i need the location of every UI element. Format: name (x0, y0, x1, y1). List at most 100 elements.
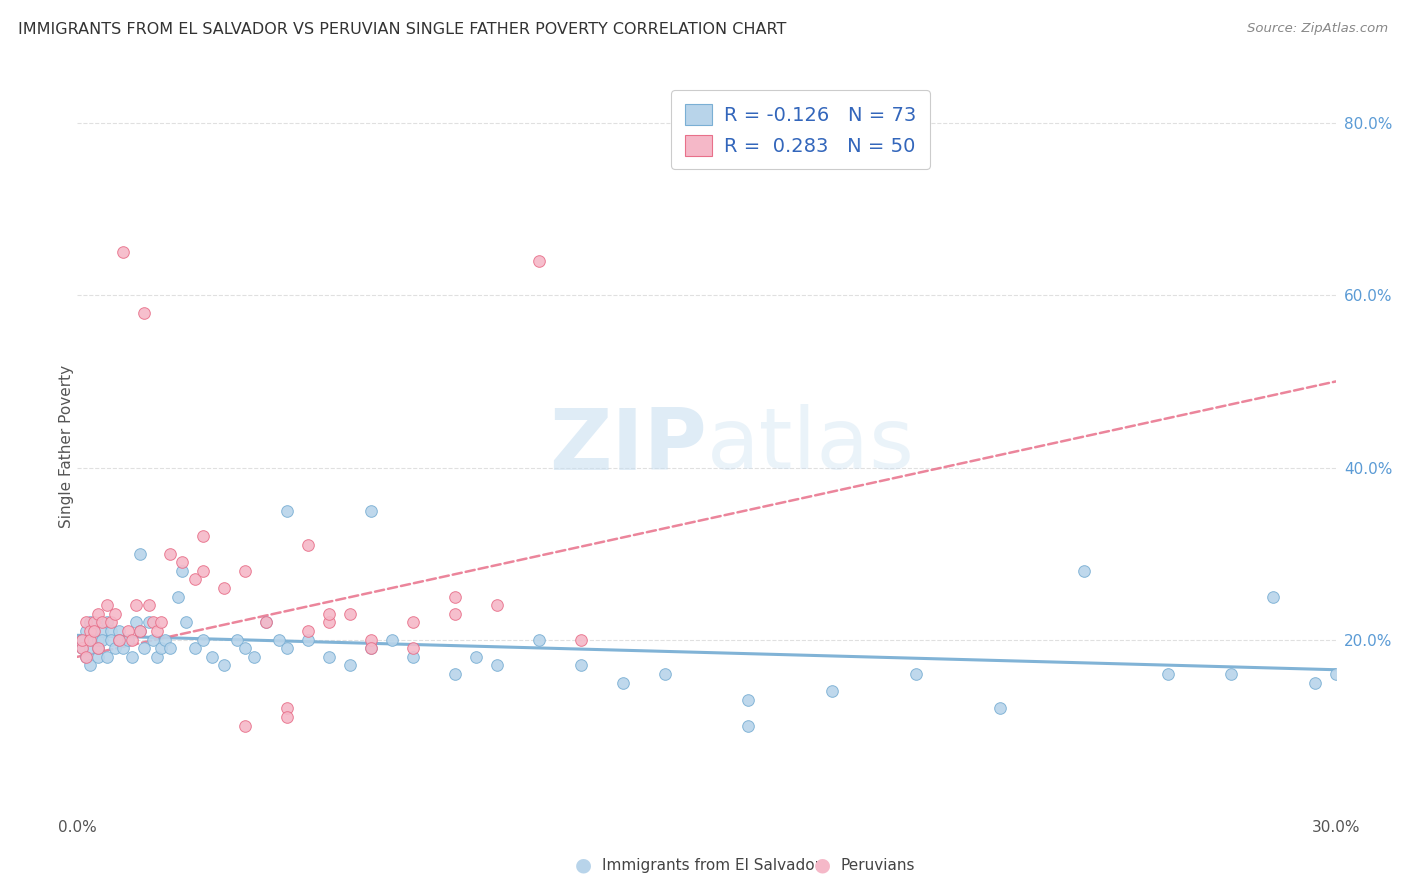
Point (527, 254, 550, 268)
Point (70, 641, 93, 656)
Point (134, 641, 156, 656)
Point (117, 624, 139, 638)
Point (96, 615, 118, 630)
Point (176, 615, 198, 630)
Point (1157, 667, 1180, 681)
Point (159, 547, 181, 561)
Point (104, 607, 127, 621)
Point (91, 632, 114, 647)
Point (87, 607, 110, 621)
Point (100, 624, 122, 638)
Point (70, 641, 93, 656)
Point (905, 667, 928, 681)
Point (83, 624, 105, 638)
Point (318, 607, 340, 621)
Point (381, 632, 404, 647)
Point (527, 632, 550, 647)
Point (121, 632, 143, 647)
Point (821, 684, 844, 698)
Point (112, 245, 135, 260)
Point (318, 615, 340, 630)
Point (200, 649, 222, 664)
Point (402, 649, 425, 664)
Point (485, 598, 508, 612)
Point (83, 615, 105, 630)
Point (737, 693, 759, 707)
Point (444, 590, 467, 604)
Point (96, 598, 118, 612)
Legend: R = -0.126   N = 73, R =  0.283   N = 50: R = -0.126 N = 73, R = 0.283 N = 50 (671, 90, 929, 169)
Point (339, 658, 361, 673)
Point (254, 615, 277, 630)
Point (297, 624, 319, 638)
Point (184, 641, 207, 656)
Point (267, 632, 290, 647)
Point (1219, 667, 1241, 681)
Point (485, 658, 508, 673)
Text: ZIP: ZIP (548, 404, 707, 488)
Point (134, 305, 156, 319)
Point (1073, 564, 1095, 578)
Point (100, 615, 122, 630)
Point (150, 641, 173, 656)
Point (75, 649, 97, 664)
Point (75, 649, 97, 664)
Point (225, 632, 247, 647)
Text: Peruvians: Peruvians (841, 858, 915, 872)
Point (150, 615, 173, 630)
Point (146, 624, 169, 638)
Point (104, 641, 127, 656)
Point (569, 632, 592, 647)
Point (70, 632, 93, 647)
Point (100, 632, 122, 647)
Point (117, 632, 139, 647)
Point (155, 632, 177, 647)
Point (79, 615, 101, 630)
Point (138, 598, 160, 612)
Point (125, 615, 148, 630)
Point (276, 710, 298, 724)
Text: Immigrants from El Salvador: Immigrants from El Salvador (602, 858, 821, 872)
Y-axis label: Single Father Poverty: Single Father Poverty (59, 365, 73, 527)
Point (464, 649, 486, 664)
Text: atlas: atlas (707, 404, 914, 488)
Point (96, 649, 118, 664)
Point (254, 615, 277, 630)
Point (233, 719, 256, 733)
Point (79, 658, 101, 673)
Point (121, 649, 143, 664)
Point (339, 607, 361, 621)
Point (297, 632, 319, 647)
Text: Source: ZipAtlas.com: Source: ZipAtlas.com (1247, 22, 1388, 36)
Text: ●: ● (814, 855, 831, 875)
Point (146, 649, 169, 664)
Point (612, 675, 634, 690)
Point (87, 632, 110, 647)
Point (91, 615, 114, 630)
Point (402, 615, 425, 630)
Point (87, 641, 110, 656)
Point (142, 615, 165, 630)
Point (402, 641, 425, 656)
Point (87, 649, 110, 664)
Point (233, 641, 256, 656)
Point (83, 624, 105, 638)
Point (569, 658, 592, 673)
Point (1261, 590, 1284, 604)
Point (444, 607, 467, 621)
Point (172, 564, 194, 578)
Point (87, 641, 110, 656)
Text: IMMIGRANTS FROM EL SALVADOR VS PERUVIAN SINGLE FATHER POVERTY CORRELATION CHART: IMMIGRANTS FROM EL SALVADOR VS PERUVIAN … (18, 22, 786, 37)
Point (83, 632, 105, 647)
Point (276, 641, 298, 656)
Point (112, 641, 135, 656)
Point (125, 598, 148, 612)
Point (654, 667, 676, 681)
Text: ●: ● (575, 855, 592, 875)
Point (444, 667, 467, 681)
Point (79, 624, 101, 638)
Point (988, 701, 1011, 715)
Point (75, 615, 97, 630)
Point (167, 590, 190, 604)
Point (129, 624, 152, 638)
